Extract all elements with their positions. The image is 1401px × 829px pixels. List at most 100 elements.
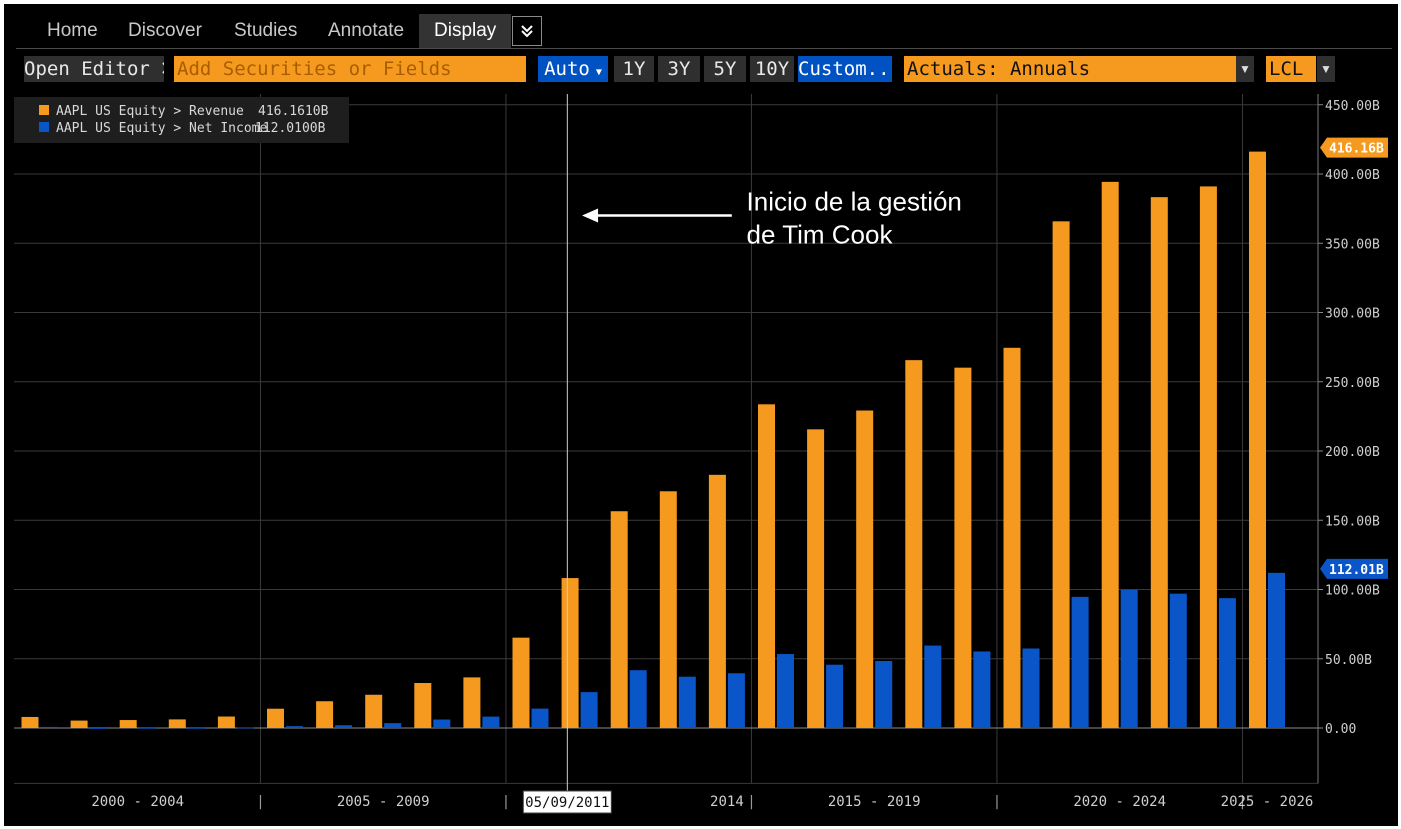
- bar-revenue: [561, 578, 579, 728]
- bar-revenue: [708, 474, 726, 728]
- tab-discover[interactable]: Discover: [128, 20, 202, 41]
- period-1y-button[interactable]: 1Y: [614, 56, 654, 82]
- x-group-divider-tick: |: [747, 794, 755, 810]
- add-securities-input[interactable]: Add Securities or Fields: [174, 56, 526, 82]
- bar-revenue: [954, 367, 972, 728]
- y-tick-label: 0.00: [1325, 722, 1356, 737]
- bar-net-income: [89, 728, 107, 729]
- bar-revenue: [610, 511, 628, 728]
- double-chevron-down-icon[interactable]: [512, 16, 542, 46]
- y-tick-label: 450.00B: [1325, 99, 1380, 114]
- legend-swatch-net-income: [39, 122, 49, 132]
- bar-net-income: [286, 726, 303, 728]
- legend-background: [14, 97, 349, 143]
- bar-net-income: [40, 726, 58, 728]
- last-value-tag: [1320, 558, 1388, 579]
- bar-revenue: [168, 719, 186, 728]
- tab-home[interactable]: Home: [47, 20, 98, 41]
- legend-value-net-income: 112.0100B: [255, 121, 326, 136]
- chart-toolbar: Open Editor Add Securities or Fields Aut…: [24, 56, 1394, 84]
- bar-net-income: [777, 654, 794, 728]
- bar-net-income: [678, 676, 696, 728]
- last-value-label: 416.16B: [1329, 142, 1384, 157]
- bar-revenue: [316, 701, 334, 728]
- y-tick-label: 200.00B: [1325, 445, 1380, 460]
- bar-revenue: [807, 429, 825, 728]
- bar-net-income: [1022, 648, 1040, 728]
- legend-label-revenue: AAPL US Equity > Revenue: [56, 104, 244, 119]
- annotation-text-line: de Tim Cook: [747, 220, 894, 250]
- caret-down-icon: ▼: [589, 67, 602, 78]
- bar-revenue: [21, 716, 39, 728]
- bar-revenue: [70, 720, 88, 728]
- y-tick-label: 50.00B: [1325, 653, 1372, 668]
- x-group-divider-tick: |: [1238, 794, 1246, 810]
- bar-net-income: [580, 692, 598, 728]
- tab-display[interactable]: Display: [419, 14, 512, 48]
- bar-net-income: [433, 719, 451, 728]
- bar-net-income: [138, 727, 156, 729]
- period-3y-button[interactable]: 3Y: [658, 56, 700, 82]
- period-10y-button[interactable]: 10Y: [750, 56, 794, 82]
- data-type-select[interactable]: Actuals: Annuals: [904, 56, 1254, 82]
- y-tick-label: 150.00B: [1325, 514, 1380, 529]
- bar-revenue: [1052, 221, 1070, 728]
- chart-area: 0.00 50.00B 100.00B 150.00B 200.00B 250.00B 30…: [14, 94, 1388, 814]
- bar-revenue: [659, 491, 677, 728]
- arrow-left-icon: [582, 208, 599, 223]
- bar-net-income: [1071, 596, 1089, 728]
- bar-net-income: [482, 716, 500, 728]
- open-editor-button[interactable]: Open Editor: [24, 56, 164, 82]
- x-group-divider-tick: |: [993, 794, 1001, 810]
- x-group-label: 2005 - 2009: [337, 794, 430, 810]
- x-group-label: 2020 - 2024: [1073, 794, 1166, 810]
- last-value-label: 112.01B: [1329, 563, 1384, 578]
- auto-label: Auto: [544, 58, 590, 80]
- bar-net-income: [384, 723, 402, 728]
- bar-net-income: [924, 645, 942, 728]
- currency-caret-icon[interactable]: ▼: [1317, 56, 1335, 82]
- bar-revenue: [1150, 197, 1168, 728]
- bar-net-income: [236, 727, 254, 729]
- bar-revenue: [119, 720, 137, 728]
- bar-net-income: [1218, 598, 1236, 728]
- bar-net-income: [727, 673, 745, 728]
- crosshair-date-label: 05/09/2011: [525, 795, 609, 811]
- bar-net-income: [973, 651, 991, 728]
- chart-window: Home Discover Studies Annotate Display O…: [4, 4, 1398, 826]
- x-group-label: 2025 - 2026: [1221, 794, 1314, 810]
- period-5y-button[interactable]: 5Y: [704, 56, 746, 82]
- bar-net-income: [826, 664, 844, 728]
- tab-studies[interactable]: Studies: [234, 20, 298, 41]
- bar-net-income: [1169, 593, 1187, 728]
- x-group-divider-tick: |: [502, 794, 510, 810]
- bar-net-income: [335, 725, 353, 728]
- x-group-divider-tick: |: [256, 794, 264, 810]
- bar-revenue: [1003, 347, 1021, 728]
- custom-period-button[interactable]: Custom...: [798, 56, 892, 82]
- legend-label-net-income: AAPL US Equity > Net Income: [56, 121, 267, 136]
- currency-select[interactable]: LCL: [1266, 56, 1316, 82]
- bar-revenue: [905, 360, 923, 728]
- bar-revenue: [463, 677, 481, 728]
- open-editor-label: Open Editor: [24, 58, 150, 80]
- tab-annotate[interactable]: Annotate: [328, 20, 405, 41]
- bar-net-income: [1120, 589, 1138, 728]
- bars: [21, 151, 1285, 729]
- bar-net-income: [875, 661, 893, 728]
- auto-dropdown[interactable]: Auto ▼: [538, 56, 608, 82]
- top-navigation: Home Discover Studies Annotate Display: [16, 14, 1392, 49]
- bar-revenue: [1101, 181, 1119, 728]
- data-type-caret-icon[interactable]: ▼: [1236, 56, 1254, 82]
- y-tick-label: 300.00B: [1325, 307, 1380, 322]
- bar-revenue: [414, 683, 432, 728]
- bar-net-income: [1268, 572, 1285, 728]
- bar-revenue: [267, 708, 284, 728]
- bar-net-income: [187, 727, 205, 729]
- last-value-tag: [1320, 137, 1388, 158]
- bar-revenue: [758, 404, 775, 728]
- legend-value-revenue: 416.1610B: [258, 104, 329, 119]
- crosshair-date-box: [522, 790, 612, 814]
- bar-net-income: [531, 708, 549, 728]
